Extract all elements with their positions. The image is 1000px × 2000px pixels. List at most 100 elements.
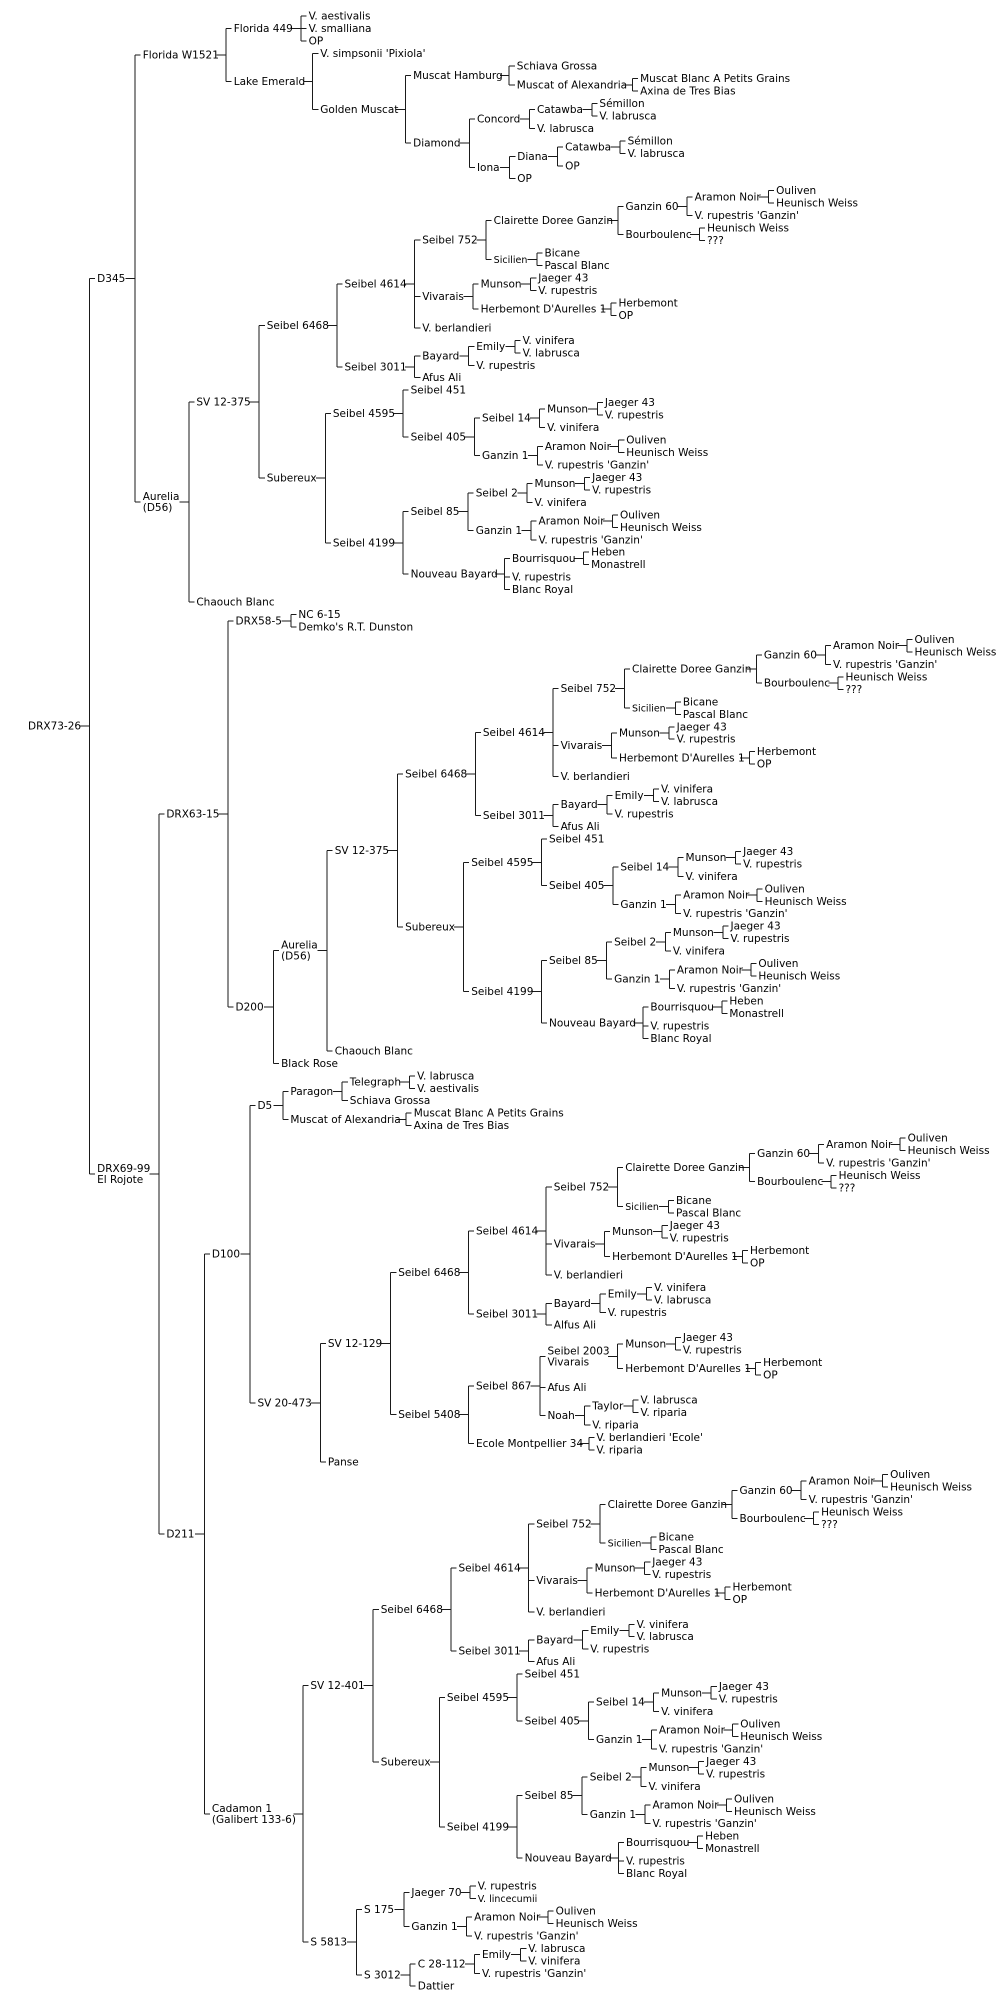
pedigree-node: Bourrisquou bbox=[650, 1002, 714, 1014]
pedigree-node: Heunisch Weiss bbox=[556, 1918, 638, 1930]
pedigree-node: V. rupestris 'Ganzin' bbox=[545, 459, 649, 471]
pedigree-node: V. rupestris bbox=[512, 572, 571, 584]
pedigree-node: S 3012 bbox=[364, 1969, 401, 1981]
pedigree-node: Heben bbox=[729, 996, 763, 1008]
pedigree-node: Munson bbox=[619, 727, 660, 739]
pedigree-node: V. rupestris bbox=[743, 858, 802, 870]
pedigree-node: V. riparia bbox=[592, 1419, 639, 1431]
pedigree-node: Seibel 405 bbox=[411, 431, 466, 443]
pedigree-node: Seibel 4595 bbox=[447, 1692, 509, 1704]
pedigree-node: Emily bbox=[615, 790, 644, 802]
pedigree-node: Herbemont D'Aurelles 1 bbox=[625, 1363, 751, 1375]
pedigree-node: Seibel 4614 bbox=[483, 727, 545, 739]
pedigree-node: V. rupestris 'Ganzin' bbox=[695, 210, 799, 222]
pedigree-node: V. vinifera bbox=[686, 871, 738, 883]
pedigree-node: V. riparia bbox=[641, 1407, 688, 1419]
pedigree-node: Ganzin 60 bbox=[757, 1148, 810, 1160]
pedigree-node: Seibel 752 bbox=[422, 234, 477, 246]
pedigree-node: V. rupestris bbox=[605, 410, 664, 422]
pedigree-node: Heunisch Weiss bbox=[908, 1145, 990, 1157]
pedigree-node: Nouveau Bayard bbox=[411, 569, 498, 581]
pedigree-node: Seibel 6468 bbox=[381, 1604, 443, 1616]
pedigree-node: Pascal Blanc bbox=[683, 709, 748, 721]
pedigree-node: OP bbox=[750, 1257, 765, 1269]
pedigree-node: Subereux bbox=[267, 473, 317, 485]
pedigree-node: V. aestivalis bbox=[309, 11, 371, 23]
pedigree-node: Ganzin 1 bbox=[620, 899, 666, 911]
pedigree-node: Heunisch Weiss bbox=[765, 896, 847, 908]
pedigree-node: Seibel 4199 bbox=[471, 986, 533, 998]
pedigree-node: Afus Ali bbox=[547, 1382, 586, 1394]
pedigree-node: Jaeger 70 bbox=[410, 1887, 461, 1899]
pedigree-node: Jaeger 43 bbox=[591, 472, 642, 484]
pedigree-node: V. smalliana bbox=[309, 23, 372, 35]
pedigree-node: Cadamon 1 (Galibert 133-6) bbox=[212, 1803, 296, 1826]
pedigree-node: Ecole Montpellier 34 bbox=[476, 1438, 583, 1450]
pedigree-node: Seibel 2 bbox=[590, 1771, 632, 1783]
pedigree-node: Bourboulenc bbox=[740, 1513, 806, 1525]
pedigree-node: Aurelia (D56) bbox=[281, 940, 318, 963]
pedigree-node: Schiava Grossa bbox=[517, 61, 597, 73]
pedigree-node: V. vinifera bbox=[661, 1706, 713, 1718]
pedigree-node: Ouliven bbox=[765, 883, 805, 895]
pedigree-node: Muscat of Alexandria bbox=[517, 79, 627, 91]
pedigree-node: Jaeger 43 bbox=[651, 1556, 702, 1568]
pedigree-node: Blanc Royal bbox=[512, 584, 573, 596]
pedigree-node: V. aestivalis bbox=[417, 1083, 479, 1095]
pedigree-node: V. labrusca bbox=[417, 1070, 474, 1082]
pedigree-node: Muscat of Alexandria bbox=[290, 1114, 400, 1126]
pedigree-node: Paragon bbox=[290, 1086, 333, 1098]
pedigree-node: Seibel 752 bbox=[561, 683, 616, 695]
pedigree-node: V. rupestris 'Ganzin' bbox=[659, 1743, 763, 1755]
pedigree-node: Aramon Noir bbox=[659, 1725, 726, 1737]
pedigree-node: D211 bbox=[166, 1529, 194, 1541]
pedigree-node: DRX73-26 bbox=[28, 721, 81, 733]
pedigree-node: Herbemont D'Aurelles 1 bbox=[481, 304, 607, 316]
pedigree-node: Concord bbox=[477, 114, 520, 126]
pedigree-node: Aramon Noir bbox=[677, 964, 744, 976]
pedigree-node: Seibel 14 bbox=[482, 413, 531, 425]
pedigree-node: Ouliven bbox=[890, 1469, 930, 1481]
pedigree-node: D200 bbox=[236, 1002, 264, 1014]
pedigree-node: V. rupestris bbox=[683, 1345, 742, 1357]
pedigree-node: Aramon Noir bbox=[826, 1139, 893, 1151]
pedigree-node: Seibel 451 bbox=[525, 1669, 580, 1681]
pedigree-node: S 175 bbox=[364, 1904, 394, 1916]
pedigree-node: Aramon Noir bbox=[809, 1475, 876, 1487]
pedigree-node: V. labrusca bbox=[661, 796, 718, 808]
pedigree-node: V. labrusca bbox=[641, 1394, 698, 1406]
pedigree-node: Bicane bbox=[544, 248, 579, 260]
pedigree-node: Herbemont D'Aurelles 1 bbox=[595, 1588, 721, 1600]
pedigree-node: Heunisch Weiss bbox=[845, 671, 927, 683]
pedigree-node: Bayard bbox=[554, 1298, 591, 1310]
pedigree-node: Aramon Noir bbox=[545, 441, 612, 453]
pedigree-node: Bayard bbox=[561, 799, 598, 811]
pedigree-node: Vivarais bbox=[536, 1575, 578, 1587]
pedigree-node: V. lincecumii bbox=[478, 1894, 537, 1905]
pedigree-node: DRX63-15 bbox=[166, 808, 219, 820]
pedigree-node: Seibel 2 bbox=[476, 488, 518, 500]
pedigree-node: SV 12-375 bbox=[196, 396, 250, 408]
pedigree-node: Seibel 451 bbox=[549, 833, 604, 845]
pedigree-node: Seibel 6468 bbox=[267, 320, 329, 332]
pedigree-node: Jaeger 43 bbox=[676, 721, 727, 733]
pedigree-node: Ganzin 1 bbox=[614, 974, 660, 986]
pedigree-node: Heunisch Weiss bbox=[758, 971, 840, 983]
pedigree-node: Vivarais bbox=[561, 740, 603, 752]
pedigree-node: D100 bbox=[212, 1249, 240, 1261]
pedigree-node: OP bbox=[757, 759, 772, 771]
pedigree-node: V. rupestris 'Ganzin' bbox=[833, 659, 937, 671]
pedigree-node: V. labrusca bbox=[599, 110, 656, 122]
pedigree-node: Herbemont bbox=[763, 1357, 822, 1369]
pedigree-node: Bicane bbox=[676, 1195, 711, 1207]
pedigree-node: Chaouch Blanc bbox=[196, 597, 274, 609]
pedigree-node: V. labrusca bbox=[528, 1943, 585, 1955]
pedigree-node: SV 12-401 bbox=[310, 1680, 364, 1692]
pedigree-node: V. berlandieri bbox=[536, 1606, 605, 1618]
pedigree-node: Catawba bbox=[537, 104, 583, 116]
pedigree-node: V. berlandieri 'Ecole' bbox=[596, 1432, 703, 1444]
pedigree-node: Bicane bbox=[683, 696, 718, 708]
pedigree-node: Ganzin 60 bbox=[764, 650, 817, 662]
pedigree-node: Florida W1521 bbox=[143, 50, 219, 62]
pedigree-node: V. rupestris bbox=[652, 1569, 711, 1581]
